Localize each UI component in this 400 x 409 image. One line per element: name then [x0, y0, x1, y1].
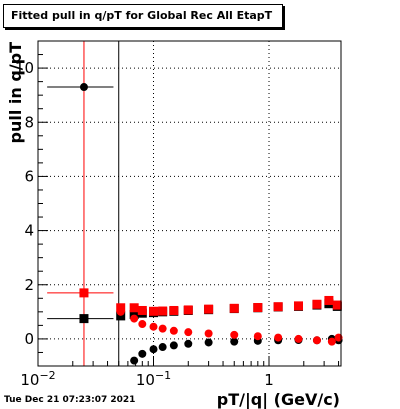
data-point-square	[149, 306, 159, 316]
data-point-square	[273, 302, 283, 312]
data-point-circle	[169, 341, 178, 350]
data-point-circle	[138, 320, 147, 329]
data-point-square	[116, 311, 126, 321]
x-tick-label: 10−1	[136, 369, 171, 389]
data-point-circle	[158, 324, 167, 333]
data-point-circle	[149, 322, 158, 331]
data-point-square	[183, 305, 193, 315]
data-point-square	[312, 299, 322, 309]
data-point-circle	[294, 334, 303, 343]
data-point-square	[324, 295, 334, 305]
y-tick-label: 10	[15, 59, 34, 77]
data-point-square	[79, 288, 89, 298]
data-point-circle	[184, 328, 193, 337]
data-point-circle	[158, 343, 167, 352]
data-point-square	[116, 303, 126, 313]
data-point-square	[129, 303, 139, 313]
data-point-square	[79, 314, 89, 324]
y-tick-label: 4	[24, 222, 34, 240]
x-tick-label: 10−2	[20, 369, 55, 389]
data-point-circle	[130, 314, 139, 323]
x-axis-label: pT/|q| (GeV/c)	[217, 390, 340, 409]
data-point-circle	[204, 338, 213, 347]
data-point-square	[129, 310, 139, 320]
data-layer	[47, 83, 343, 365]
data-point-square	[332, 300, 342, 310]
data-point-circle	[138, 349, 147, 358]
chart-title: Fitted pull in q/pT for Global Rec All E…	[3, 4, 283, 28]
data-point-circle	[169, 326, 178, 335]
data-point-circle	[184, 339, 193, 348]
data-point-square	[293, 301, 303, 311]
y-tick-label: 2	[24, 276, 34, 294]
data-point-circle	[149, 345, 158, 354]
data-point-square	[158, 306, 168, 316]
ticks	[37, 40, 340, 367]
data-point-circle	[130, 356, 139, 365]
y-tick-label: 0	[24, 330, 34, 348]
data-point-square	[204, 304, 214, 314]
data-point-circle	[79, 83, 88, 92]
data-point-circle	[116, 307, 125, 316]
y-axis-label: pull in q/pT	[6, 42, 25, 144]
data-point-circle	[327, 337, 336, 346]
grid-layer	[38, 41, 341, 366]
data-point-square	[137, 305, 147, 315]
data-point-circle	[230, 330, 239, 339]
data-point-circle	[204, 329, 213, 338]
x-tick-label: 1	[264, 371, 274, 389]
timestamp: Tue Dec 21 07:23:07 2021	[4, 395, 136, 405]
y-tick-label: 8	[24, 113, 34, 131]
data-point-square	[253, 303, 263, 312]
data-point-square	[169, 305, 179, 315]
y-tick-label: 6	[24, 167, 34, 185]
data-point-circle	[312, 336, 321, 345]
data-point-circle	[230, 337, 239, 346]
data-point-square	[229, 303, 239, 313]
data-point-circle	[274, 333, 283, 342]
vertical-lines	[83, 41, 120, 366]
data-point-circle	[253, 332, 262, 341]
